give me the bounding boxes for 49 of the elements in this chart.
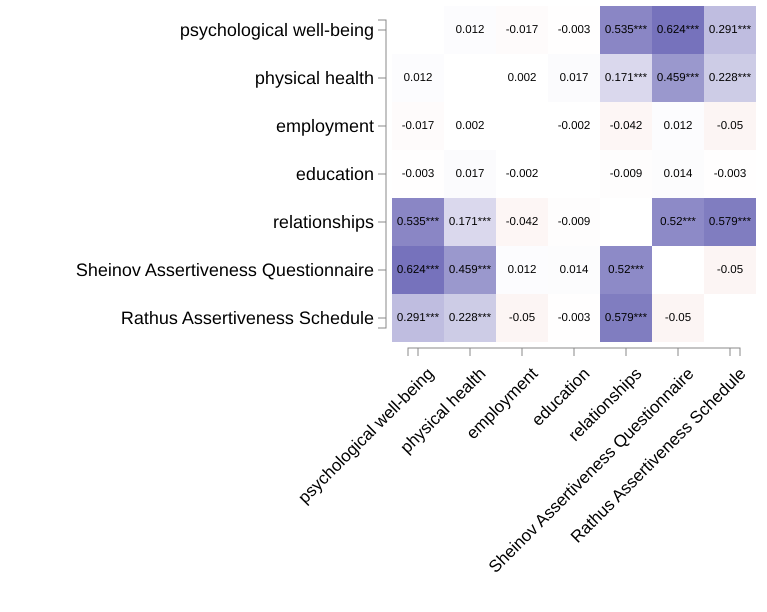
data-label: -0.05 — [508, 312, 536, 324]
data-label: -0.003 — [402, 168, 434, 180]
data-label: 0.52*** — [608, 264, 644, 276]
data-label: -0.042 — [610, 120, 642, 132]
data-label: 0.535*** — [396, 216, 440, 228]
data-label: 0.014 — [560, 264, 589, 276]
data-label: 0.579*** — [604, 312, 648, 324]
data-label: 0.459*** — [656, 72, 700, 84]
data-label: -0.009 — [558, 216, 590, 228]
data-label: -0.05 — [664, 312, 692, 324]
data-label: -0.05 — [716, 120, 744, 132]
data-label: 0.52*** — [660, 216, 696, 228]
data-label: -0.009 — [610, 168, 642, 180]
data-label: -0.003 — [558, 312, 590, 324]
y-tick-label: physical health — [254, 68, 374, 88]
y-tick-label: relationships — [272, 212, 374, 232]
data-label: 0.017 — [560, 72, 588, 84]
data-label: 0.002 — [456, 120, 484, 132]
data-label: 0.012 — [456, 24, 484, 36]
data-label: 0.012 — [664, 120, 692, 132]
data-label: 0.171*** — [448, 216, 492, 228]
data-label: 0.014 — [664, 168, 693, 180]
data-label: 0.624*** — [656, 24, 700, 36]
y-tick-label: Rathus Assertiveness Schedule — [120, 308, 374, 328]
data-label: -0.002 — [506, 168, 538, 180]
y-tick-label: employment — [276, 116, 374, 136]
data-label: 0.228*** — [708, 72, 752, 84]
data-label: -0.003 — [714, 168, 746, 180]
data-label: -0.017 — [402, 120, 434, 132]
data-label: -0.042 — [506, 216, 538, 228]
data-label: 0.291*** — [708, 24, 752, 36]
data-label: 0.291*** — [396, 312, 440, 324]
data-label: -0.003 — [558, 24, 590, 36]
y-tick-label: education — [296, 164, 374, 184]
data-label: 0.459*** — [448, 264, 492, 276]
data-label: 0.228*** — [448, 312, 492, 324]
data-label: -0.017 — [506, 24, 538, 36]
data-label: 0.012 — [508, 264, 536, 276]
data-label: 0.002 — [508, 72, 536, 84]
data-label: 0.579*** — [708, 216, 752, 228]
data-label: -0.002 — [558, 120, 590, 132]
data-label: -0.05 — [716, 264, 744, 276]
data-label: 0.171*** — [604, 72, 648, 84]
data-label: 0.535*** — [604, 24, 648, 36]
data-label: 0.017 — [456, 168, 484, 180]
data-label: 0.012 — [404, 72, 432, 84]
y-tick-label: Sheinov Assertiveness Questionnaire — [76, 260, 374, 280]
data-label: 0.624*** — [396, 264, 440, 276]
y-tick-label: psychological well-being — [180, 20, 374, 40]
